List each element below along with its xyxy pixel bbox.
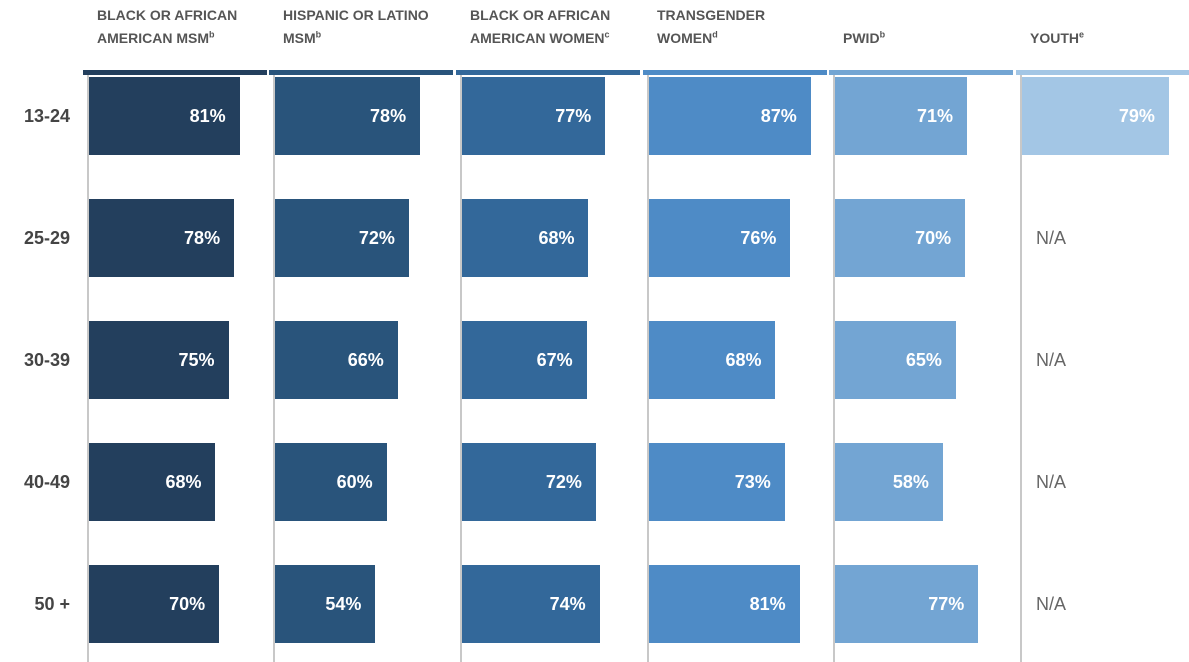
panel-divider <box>87 75 89 662</box>
series-name: PWID <box>843 30 880 46</box>
value-label: 58% <box>892 472 929 492</box>
bar <box>649 77 811 155</box>
footnote-mark: d <box>712 29 718 40</box>
panel-header: BLACK OR AFRICAN AMERICAN WOMENc <box>470 0 630 50</box>
bar <box>462 199 589 277</box>
row-label: 30-39 <box>23 350 70 370</box>
value-label: 79% <box>1118 106 1155 126</box>
value-label: N/A <box>1036 228 1067 248</box>
bar <box>89 565 220 643</box>
series-name: BLACK OR AFRICAN AMERICAN MSM <box>97 7 238 46</box>
value-label: 68% <box>538 228 575 248</box>
bar <box>462 77 606 155</box>
header-rule <box>269 70 453 75</box>
row-label: 25-29 <box>23 228 70 248</box>
value-label: 70% <box>915 228 952 248</box>
bar <box>835 443 943 521</box>
panel-header: YOUTHe <box>1030 0 1189 50</box>
footnote-mark: b <box>209 29 215 40</box>
value-label: 77% <box>555 106 592 126</box>
header-text: HISPANIC OR LATINO MSMb <box>283 4 443 50</box>
header-rule <box>643 70 827 75</box>
bar <box>89 321 229 399</box>
value-label: 67% <box>536 350 573 370</box>
value-label: N/A <box>1036 472 1067 492</box>
bar <box>275 199 409 277</box>
bar <box>835 77 968 155</box>
bar <box>835 321 956 399</box>
footnote-mark: e <box>1079 29 1085 40</box>
value-label: 72% <box>545 472 582 492</box>
value-label: N/A <box>1036 594 1067 614</box>
footnote-mark: b <box>315 29 322 40</box>
footnote-mark: b <box>879 29 886 40</box>
bar <box>89 199 235 277</box>
bar <box>462 321 587 399</box>
value-label: 66% <box>347 350 384 370</box>
bar <box>835 199 966 277</box>
value-label: 78% <box>184 228 221 248</box>
value-label: 76% <box>740 228 777 248</box>
value-label: 65% <box>905 350 942 370</box>
panel-divider <box>273 75 275 662</box>
value-label: 75% <box>178 350 215 370</box>
panel-divider <box>1020 75 1022 662</box>
bar <box>835 565 979 643</box>
panel-header: HISPANIC OR LATINO MSMb <box>283 0 443 50</box>
bar <box>275 443 387 521</box>
panel-divider <box>833 75 835 662</box>
panel-header: BLACK OR AFRICAN AMERICAN MSMb <box>97 0 257 50</box>
value-label: 81% <box>749 594 786 614</box>
value-label: 81% <box>189 106 226 126</box>
panel-header: TRANSGENDER WOMENd <box>657 0 817 50</box>
row-label: 40-49 <box>23 472 70 492</box>
header-text: BLACK OR AFRICAN AMERICAN MSMb <box>97 4 257 50</box>
value-label: N/A <box>1036 350 1067 370</box>
value-label: 70% <box>169 594 206 614</box>
row-label: 50 + <box>34 594 70 614</box>
value-label: 77% <box>928 594 965 614</box>
value-label: 54% <box>325 594 362 614</box>
value-label: 78% <box>370 106 407 126</box>
series-name: YOUTH <box>1030 30 1079 46</box>
bar <box>649 199 791 277</box>
bar <box>275 565 376 643</box>
header-rule <box>83 70 267 75</box>
footnote-mark: c <box>604 29 610 40</box>
series-name: BLACK OR AFRICAN AMERICAN WOMEN <box>470 7 611 46</box>
bar <box>649 321 776 399</box>
header-text: PWIDb <box>843 27 885 50</box>
value-label: 68% <box>725 350 762 370</box>
bar <box>275 321 398 399</box>
bar <box>275 77 421 155</box>
value-label: 60% <box>336 472 373 492</box>
panel-header: PWIDb <box>843 0 1003 50</box>
series-name: HISPANIC OR LATINO MSM <box>283 7 429 46</box>
value-label: 68% <box>165 472 202 492</box>
panel-divider <box>460 75 462 662</box>
header-rule <box>1016 70 1189 75</box>
row-label: 13-24 <box>23 106 70 126</box>
panel-divider <box>647 75 649 662</box>
bar <box>89 443 216 521</box>
value-label: 72% <box>358 228 395 248</box>
value-label: 87% <box>760 106 797 126</box>
bar <box>649 443 785 521</box>
value-label: 74% <box>549 594 586 614</box>
header-text: BLACK OR AFRICAN AMERICAN WOMENc <box>470 4 630 50</box>
header-rule <box>829 70 1013 75</box>
bar <box>462 565 600 643</box>
bar <box>1022 77 1169 155</box>
series-name: TRANSGENDER WOMEN <box>657 7 766 46</box>
bar <box>89 77 240 155</box>
value-label: 73% <box>734 472 771 492</box>
value-label: 71% <box>917 106 954 126</box>
bar <box>462 443 596 521</box>
header-text: YOUTHe <box>1030 27 1084 50</box>
header-text: TRANSGENDER WOMENd <box>657 4 817 50</box>
bar <box>649 565 800 643</box>
header-rule <box>456 70 640 75</box>
